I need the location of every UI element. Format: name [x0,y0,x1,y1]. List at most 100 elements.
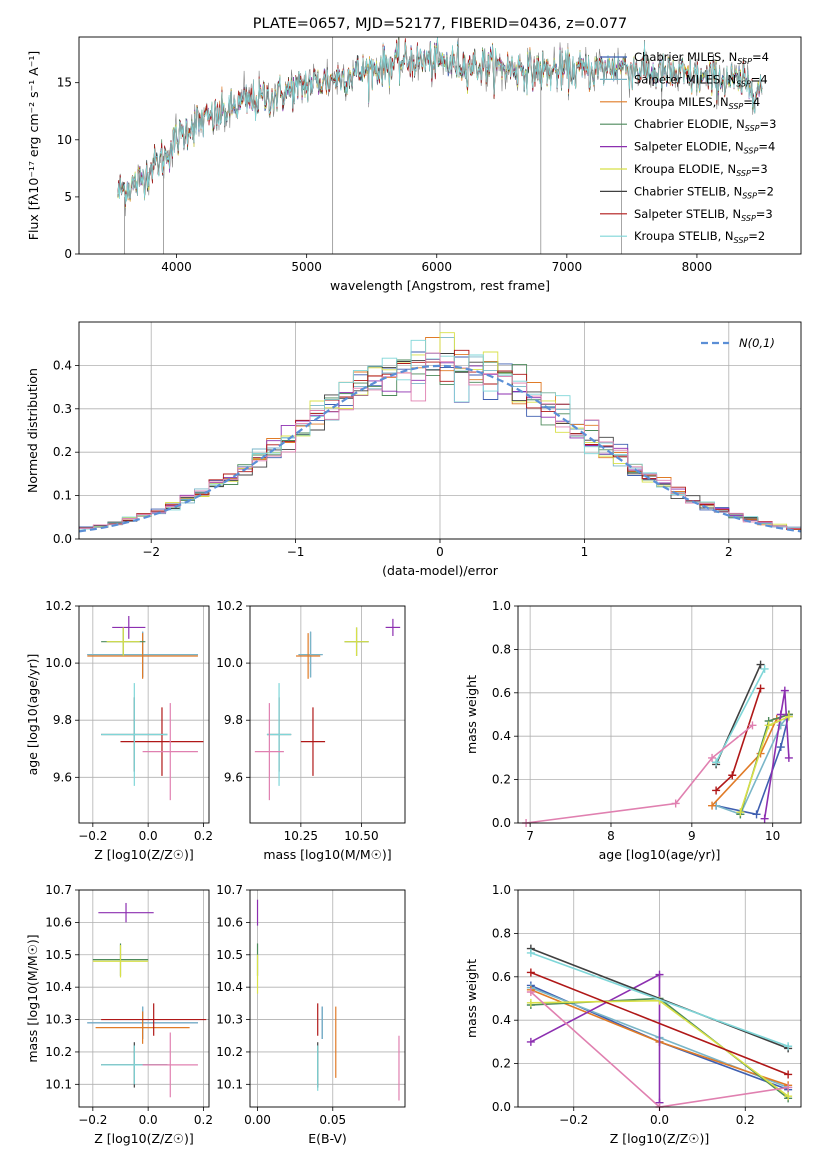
weight-point-marker [776,721,785,730]
weight-series-line [525,724,754,824]
y-tick-label: 0.2 [492,773,511,787]
y-tick-label: 10.1 [216,1077,243,1091]
model-spectrum-line [117,37,763,205]
y-tick-label: 10.2 [45,1045,72,1059]
x-tick-label: 9 [688,829,696,843]
y-tick-label: 10.5 [45,948,72,962]
panel-age_vs_mass: 10.25 10.50 9.6 9.8 10.0 10.2 mass [log10(M/M☉… [216,599,406,862]
y-tick-label: 10.2 [45,599,72,613]
errorbar-point [300,707,326,776]
y-tick-label: 5 [64,190,72,204]
x-tick-label: 0.2 [194,1113,213,1127]
weight-point-marker [526,948,535,957]
errorbar-point [112,615,146,639]
errorbar-point [385,618,401,636]
axes-frame [78,889,210,1108]
y-tick-label: 10.7 [45,883,72,897]
weight-series-line [763,690,790,819]
weight-series-line [530,952,789,1047]
y-tick-label: 9.8 [224,713,243,727]
y-tick-label: 0 [64,247,72,261]
x-tick-label: 7 [526,829,534,843]
x-tick-label: 0.05 [319,1113,346,1127]
legend-entry: Chabrier STELIB, NSSP=2 [634,184,774,200]
axes-frame [249,605,406,824]
x-tick-label: 0.0 [139,1113,158,1127]
weight-series-line [530,971,789,1076]
y-tick-label: 0.0 [492,1100,511,1114]
panel-age_vs_Z: −0.2 0.0 0.2 9.6 9.8 10.0 10.2 Z [log10(Z/Z☉)] a… [25,599,213,862]
y-tick-label: 10 [57,133,72,147]
y-tick-label: 10.4 [216,980,243,994]
y-tick-label: 10.2 [216,599,243,613]
y-tick-label: 0.6 [492,686,511,700]
x-tick-label: −2 [142,545,160,559]
x-tick-label: −0.2 [78,1113,107,1127]
x-axis-label: wavelength [Angstrom, rest frame] [330,278,550,293]
x-axis-label: E(B-V) [308,1131,347,1146]
weight-point-marker [526,968,535,977]
weight-point-marker [752,810,761,819]
weight-series-line [715,714,790,816]
weight-point-marker [671,799,680,808]
y-tick-label: 0.3 [53,402,72,416]
y-tick-label: 10.2 [216,1045,243,1059]
x-tick-label: 0 [436,545,444,559]
y-tick-label: 0.2 [492,1057,511,1071]
axes-frame [78,36,802,255]
y-tick-label: 0.0 [53,532,72,546]
legend-histogram: N(0,1) [701,336,775,350]
errorbar-point [120,707,204,776]
y-tick-label: 1.0 [492,599,511,613]
errorbar-point [95,1011,190,1044]
weight-point-marker [784,1092,793,1101]
y-tick-label: 10.6 [216,915,243,929]
y-tick-label: 10.6 [45,915,72,929]
histogram-step [79,352,801,529]
x-axis-label: mass [log10(M/M☉)] [263,847,391,862]
y-axis-label: age [log10(age/yr)] [25,654,40,776]
y-tick-label: 9.6 [224,770,243,784]
y-tick-label: 0.1 [53,489,72,503]
y-tick-label: 10.7 [216,883,243,897]
y-tick-label: 10.0 [216,656,243,670]
weight-point-marker [784,753,793,762]
y-tick-label: 0.4 [492,729,511,743]
axes-frame [249,889,406,1108]
plot-area-age_vs_Z [87,615,204,801]
x-tick-label: 7000 [552,260,583,274]
errorbar-point [296,633,321,679]
weight-point-marker [756,660,765,669]
legend-entry: Chabrier MILES, NSSP=4 [634,50,769,66]
errorbar-point [92,945,149,978]
weight-point-marker [784,1070,793,1079]
legend-entry: Salpeter ELODIE, NSSP=4 [634,140,775,156]
errorbar-point [254,703,284,801]
y-tick-label: 0.8 [492,642,511,656]
x-tick-label: 5000 [291,260,322,274]
errorbar-point [142,703,198,801]
weight-series-line [715,688,762,792]
weight-point-marker [760,664,769,673]
x-tick-label: 6000 [421,260,452,274]
legend-entry: Salpeter STELIB, NSSP=3 [634,207,773,223]
weight-series-line [715,668,766,763]
y-tick-label: 10.5 [216,948,243,962]
weight-point-marker [776,743,785,752]
y-tick-label: 9.8 [53,713,72,727]
weight-point-marker [708,801,717,810]
y-tick-label: 10.1 [45,1077,72,1091]
y-tick-label: 10.0 [45,656,72,670]
x-tick-label: 0.2 [194,829,213,843]
x-tick-label: 0.0 [139,829,158,843]
plot-area-weight_vs_age [522,660,793,827]
weight-series-line [530,947,789,1050]
x-tick-label: −0.2 [559,1113,588,1127]
axes-frame [78,605,210,824]
x-tick-label: 0.0 [650,1113,669,1127]
weight-point-marker [776,710,785,719]
x-axis-label: age [log10(age/yr)] [599,847,721,862]
histogram-step [79,349,801,530]
x-axis-label: Z [log10(Z/Z☉)] [610,1131,710,1146]
